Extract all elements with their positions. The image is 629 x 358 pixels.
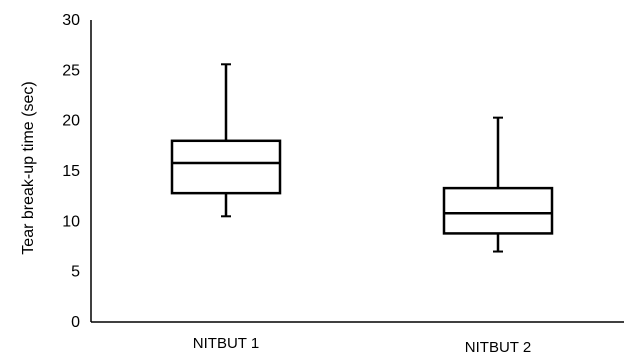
y-tick-label: 10 <box>62 213 80 230</box>
iqr-box <box>442 186 554 235</box>
category-label: NITBUT 1 <box>193 335 259 352</box>
y-tick-label: 0 <box>71 314 80 331</box>
y-tick-label: 5 <box>71 264 80 281</box>
y-tick-label: 15 <box>62 163 80 180</box>
category-labels: NITBUT 1 NITBUT 2 <box>193 335 531 356</box>
y-tick-label: 20 <box>62 113 80 130</box>
box-2 <box>442 116 554 253</box>
y-tick-label: 25 <box>62 62 80 79</box>
y-axis-label: Tear break-up time (sec) <box>20 81 37 254</box>
iqr-box <box>170 139 282 195</box>
category-label: NITBUT 2 <box>465 339 531 356</box>
y-tick-labels: 0 5 10 15 20 25 30 <box>62 12 80 331</box>
boxes <box>170 63 554 253</box>
box-1 <box>170 63 282 218</box>
y-tick-label: 30 <box>62 12 80 29</box>
